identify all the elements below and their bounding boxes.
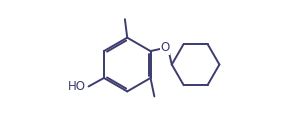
Text: HO: HO <box>68 80 86 93</box>
Text: O: O <box>161 41 170 54</box>
